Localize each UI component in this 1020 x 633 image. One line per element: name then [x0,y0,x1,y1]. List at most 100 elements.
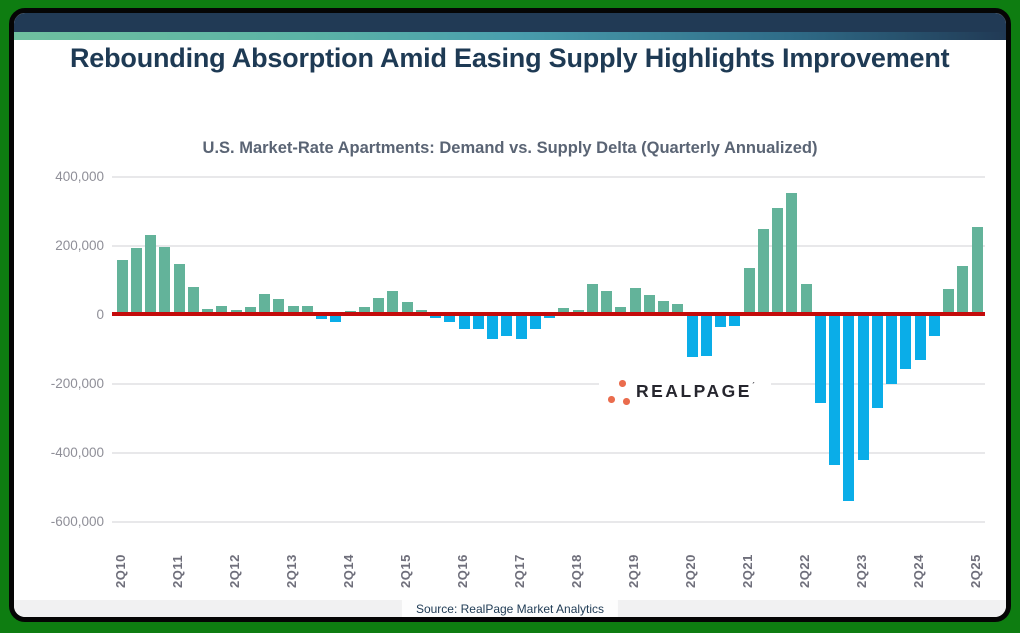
bar-1Q24 [900,315,912,370]
bar-3Q11 [187,287,199,315]
bar-2Q23 [857,315,869,460]
bar-1Q19 [615,306,627,315]
grid-line--400000 [112,452,985,454]
bar-4Q11 [202,308,213,315]
bar-4Q23 [886,315,897,384]
accent-gradient-strip [14,32,1006,40]
x-axis-label-2Q19: 2Q19 [626,554,641,588]
x-axis-label-2Q24: 2Q24 [911,554,926,588]
bar-3Q18 [586,283,598,315]
bar-3Q21 [757,228,769,315]
bar-2Q21 [743,268,755,315]
bar-4Q12 [259,294,270,315]
bar-4Q22 [829,315,840,466]
bar-2Q11 [173,264,185,315]
x-axis-label-2Q16: 2Q16 [455,554,470,588]
header-band [14,13,1006,32]
bar-2Q25 [971,227,983,315]
chart-card-frame: Rebounding Absorption Amid Easing Supply… [9,8,1011,622]
bar-4Q17 [544,315,555,318]
bar-1Q11 [159,246,171,315]
source-chip: Source: RealPage Market Analytics [401,600,619,617]
grid-line-200000 [112,245,985,247]
x-axis-label-2Q22: 2Q22 [797,554,812,588]
bar-1Q14 [330,315,342,323]
bar-4Q13 [316,315,327,319]
y-axis-label: 400,000 [55,169,104,184]
bar-2Q22 [800,283,812,315]
x-axis-label-2Q11: 2Q11 [170,554,185,588]
bar-4Q19 [658,301,669,315]
grid-line-400000 [112,176,985,178]
bar-1Q16 [444,315,456,323]
bar-1Q23 [843,315,855,502]
page-title: Rebounding Absorption Amid Easing Supply… [70,43,950,73]
bar-2Q20 [686,315,698,358]
x-axis-label-2Q15: 2Q15 [398,554,413,588]
y-axis-label: -200,000 [50,376,104,391]
bar-4Q21 [772,208,783,315]
grid-line--200000 [112,383,985,385]
bar-3Q16 [472,315,484,329]
bar-3Q12 [244,307,256,315]
bar-1Q15 [387,291,399,315]
x-axis-label-2Q20: 2Q20 [683,554,698,588]
bar-4Q24 [943,289,954,315]
y-axis-label: -400,000 [50,445,104,460]
chart-subtitle: U.S. Market-Rate Apartments: Demand vs. … [202,139,818,157]
bar-1Q13 [273,299,285,315]
bar-1Q25 [957,266,969,315]
bar-3Q19 [643,295,655,315]
x-axis-label-2Q14: 2Q14 [341,554,356,588]
bar-3Q10 [130,247,142,315]
logo-dot-icon [619,380,626,387]
bar-2Q17 [515,315,527,340]
bar-2Q19 [629,288,641,315]
bar-2Q13 [287,306,299,315]
realpage-logo: REALPAGEˊ [599,371,771,413]
source-band: Source: RealPage Market Analytics [14,600,1006,617]
zero-line [112,312,985,316]
bar-4Q14 [373,297,384,315]
x-axis-label-2Q21: 2Q21 [740,554,755,588]
x-axis-label-2Q18: 2Q18 [569,554,584,588]
logo-wordmark: REALPAGEˊ [636,381,755,401]
bar-1Q17 [501,315,513,337]
bar-3Q13 [301,306,313,315]
bar-2Q24 [914,315,926,360]
bar-3Q20 [700,315,712,357]
bar-3Q23 [871,315,883,408]
bar-4Q18 [601,290,612,315]
bar-1Q12 [216,305,228,315]
trademark-tick: ˊ [751,381,755,391]
bar-2Q10 [116,260,128,315]
logo-dot-icon [608,396,615,403]
x-axis-label-2Q12: 2Q12 [227,554,242,588]
y-axis-label: 0 [96,307,104,322]
bar-3Q24 [928,315,940,336]
x-axis-label-2Q13: 2Q13 [284,554,299,588]
bar-3Q17 [529,315,541,329]
bar-4Q10 [145,234,156,315]
bar-1Q18 [558,308,570,315]
y-axis-label: 200,000 [55,238,104,253]
x-axis-label-2Q23: 2Q23 [854,554,869,588]
bar-2Q15 [401,301,413,315]
source-text: Source: RealPage Market Analytics [415,602,605,616]
bar-1Q22 [786,192,798,315]
x-axis-label-2Q25: 2Q25 [968,554,983,588]
x-axis-label-2Q10: 2Q10 [113,554,128,588]
bar-4Q15 [430,315,441,318]
grid-line--600000 [112,521,985,523]
bar-4Q20 [715,315,726,328]
bar-1Q20 [672,303,684,315]
bar-1Q21 [729,315,741,326]
bar-3Q14 [358,307,370,315]
x-axis-label-2Q17: 2Q17 [512,554,527,588]
bar-2Q16 [458,315,470,329]
bar-4Q16 [487,315,498,340]
logo-dot-icon [623,398,630,405]
y-axis-label: -600,000 [50,514,104,529]
plot-area [112,176,985,576]
bar-3Q22 [814,315,826,403]
